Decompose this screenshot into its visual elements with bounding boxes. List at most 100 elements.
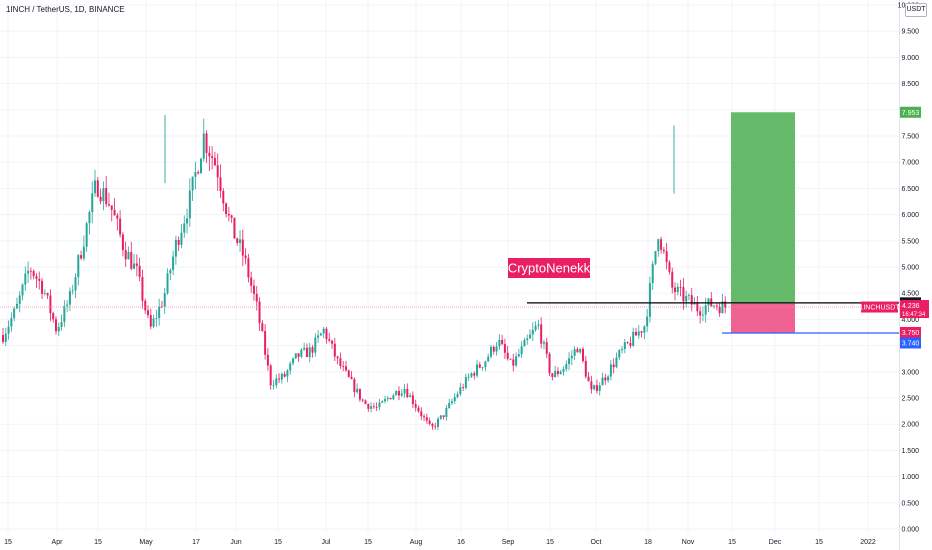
time-tick-label: Sep xyxy=(502,539,515,546)
candle-body xyxy=(85,223,88,247)
currency-button[interactable]: USDT xyxy=(905,3,927,17)
time-tick-label: 17 xyxy=(192,539,200,546)
candle-body xyxy=(4,333,7,342)
candle-body xyxy=(119,218,122,235)
candle-body xyxy=(336,356,339,359)
time-tick-label: 2022 xyxy=(860,539,876,546)
candle-body xyxy=(314,337,317,353)
candle-body xyxy=(239,239,242,243)
candle-body xyxy=(174,239,177,257)
candle-body xyxy=(300,349,303,357)
candle-body xyxy=(414,404,417,408)
time-tick-label: Dec xyxy=(769,539,782,546)
price-tag-label: 7.953 xyxy=(902,110,920,117)
price-tick-label: 3.000 xyxy=(901,369,919,376)
last-price-label: 4.236 xyxy=(902,303,920,310)
time-tick-label: Jul xyxy=(322,539,331,546)
candle-body xyxy=(584,360,587,377)
candle-body xyxy=(657,239,660,252)
candle-body xyxy=(319,333,322,336)
candle-body xyxy=(660,239,663,250)
candle-body xyxy=(718,306,721,314)
candle-body xyxy=(464,377,467,388)
candle-body xyxy=(693,302,696,305)
candle-body xyxy=(7,326,10,334)
candle-body xyxy=(29,270,32,272)
candle-body xyxy=(158,306,161,319)
candle-body xyxy=(241,239,244,256)
candle-body xyxy=(595,385,598,391)
candle-body xyxy=(556,371,559,375)
candle-body xyxy=(501,339,504,345)
candle-body xyxy=(10,318,13,327)
candle-body xyxy=(395,390,398,396)
candle-body xyxy=(629,342,632,346)
candle-body xyxy=(481,367,484,368)
candle-body xyxy=(272,385,275,387)
candle-body xyxy=(434,426,437,428)
candle-body xyxy=(542,342,545,344)
candle-body xyxy=(495,346,498,352)
candle-body xyxy=(88,212,91,224)
candle-body xyxy=(186,218,189,224)
countdown-label: 16:47:34 xyxy=(902,312,926,318)
price-axis: 0.0000.5001.0001.5002.0002.5003.0003.500… xyxy=(898,0,919,550)
time-tick-label: 15 xyxy=(274,539,282,546)
candle-body xyxy=(342,366,345,367)
candle-body xyxy=(107,204,110,206)
time-tick-label: 15 xyxy=(94,539,102,546)
candle-body xyxy=(91,193,94,213)
candle-body xyxy=(261,323,264,332)
candle-body xyxy=(308,347,311,358)
candle-body xyxy=(147,310,149,316)
target-zone xyxy=(731,112,795,304)
price-tag xyxy=(900,106,921,118)
candle-body xyxy=(63,305,66,322)
price-tick-label: 1.000 xyxy=(901,474,919,481)
candle-body xyxy=(18,295,21,304)
candle-body xyxy=(358,388,361,400)
candle-body xyxy=(339,358,342,367)
candle-body xyxy=(292,358,294,364)
candle-body xyxy=(598,385,601,391)
candle-body xyxy=(60,321,63,327)
candle-body xyxy=(512,359,515,366)
time-tick-label: May xyxy=(139,539,153,546)
candle-body xyxy=(2,335,4,342)
candle-body xyxy=(445,407,448,418)
candle-body xyxy=(57,326,60,332)
candle-body xyxy=(534,325,537,330)
candle-body xyxy=(211,156,214,159)
candle-body xyxy=(116,215,119,219)
price-tick-label: 2.000 xyxy=(901,422,919,429)
candle-body xyxy=(531,329,534,335)
price-tick-label: 9.500 xyxy=(901,29,919,36)
candle-body xyxy=(392,395,395,400)
candle-body xyxy=(236,238,239,243)
time-tick-label: Oct xyxy=(591,539,602,546)
price-tag xyxy=(900,327,921,338)
candle-body xyxy=(225,203,228,215)
price-tick-label: 7.000 xyxy=(901,160,919,167)
candle-body xyxy=(381,401,384,403)
candle-body xyxy=(442,415,445,418)
price-tick-label: 5.000 xyxy=(901,265,919,272)
candle-body xyxy=(27,270,30,274)
candle-body xyxy=(428,420,431,424)
candle-body xyxy=(149,315,152,327)
candle-body xyxy=(297,353,300,357)
candle-body xyxy=(163,293,166,307)
candle-body xyxy=(160,306,163,308)
candle-body xyxy=(361,399,364,401)
candle-body xyxy=(690,295,693,305)
time-tick-label: Apr xyxy=(52,539,64,546)
candle-body xyxy=(565,364,568,370)
candle-body xyxy=(43,293,46,294)
candle-body xyxy=(473,373,476,376)
candle-body xyxy=(623,342,626,350)
candle-body xyxy=(724,301,727,308)
candle-body xyxy=(634,331,637,336)
candle-body xyxy=(180,232,183,245)
chart-title: 1INCH / TetherUS, 1D, BINANCE xyxy=(6,5,125,14)
